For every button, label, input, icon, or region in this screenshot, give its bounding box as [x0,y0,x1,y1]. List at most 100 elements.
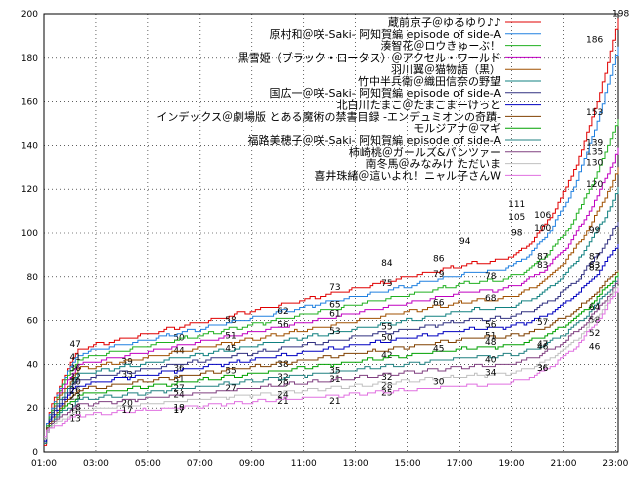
data-label: 35 [329,366,340,376]
data-label: 21 [329,397,340,407]
data-label: 29 [277,379,289,389]
legend-label: 蔵前京子＠ゆるゆり♪♪ [388,15,501,29]
series-line-5 [44,187,619,444]
data-label: 28 [381,382,393,392]
data-label: 106 [534,211,551,221]
x-tick-label: 01:00 [31,459,57,469]
data-label: 198 [612,9,629,19]
data-label: 46 [537,342,549,352]
legend-label: 北白川たまこ＠たまこまーけっと [337,98,501,112]
data-label: 40 [485,355,497,365]
data-label: 17 [121,406,132,416]
data-label: 32 [69,373,80,383]
x-tick-label: 03:00 [83,459,109,469]
data-label: 139 [586,139,603,149]
data-label: 32 [277,373,288,383]
series-line-10 [44,276,619,440]
series-line-0 [44,18,619,446]
data-label: 79 [433,270,445,280]
data-label: 56 [277,320,289,330]
data-label: 41 [69,353,80,363]
data-label: 36 [69,364,81,374]
data-label: 65 [329,301,340,311]
y-tick-label: 100 [21,229,38,239]
data-label: 68 [485,294,497,304]
data-label: 30 [69,377,81,387]
series-line-11 [44,279,619,440]
series-line-9 [44,272,619,440]
data-label: 100 [534,224,551,234]
data-label: 52 [589,329,600,339]
data-label: 30 [433,377,445,387]
data-label: 84 [381,259,393,269]
data-label: 45 [225,344,236,354]
y-tick-label: 20 [27,404,39,414]
legend-label: 福路美穂子＠咲-Saki- 阿知賀編 episode of side-A [248,133,502,147]
series-line-1 [44,46,619,444]
y-tick-label: 200 [21,10,38,20]
x-tick-label: 17:00 [447,459,473,469]
data-label: 32 [381,373,392,383]
data-label: 55 [381,323,392,333]
data-label: 75 [381,279,392,289]
x-tick-label: 19:00 [499,459,525,469]
data-label: 38 [277,360,289,370]
data-label: 27 [225,384,236,394]
data-label: 36 [537,364,549,374]
series-line-13 [44,287,619,438]
data-label: 26 [69,386,81,396]
y-tick-label: 140 [21,141,38,151]
data-label: 47 [537,340,548,350]
data-label: 135 [586,147,603,157]
data-label: 39 [121,358,133,368]
x-tick-label: 07:00 [187,459,213,469]
data-label: 98 [511,228,523,238]
legend-label: 柿崎桃＠ガールズ&パンツァー [349,145,501,159]
data-label: 57 [537,318,548,328]
data-label: 45 [433,344,444,354]
data-label: 58 [225,316,237,326]
legend-label: 原村和＠咲-Saki- 阿知賀編 episode of side-A [270,27,502,41]
data-label: 20 [121,399,133,409]
x-tick-label: 13:00 [343,459,369,469]
data-label: 46 [589,342,601,352]
data-label: 73 [329,283,340,293]
data-label: 48 [485,338,497,348]
data-label: 56 [485,320,497,330]
y-tick-label: 180 [21,54,38,64]
y-tick-label: 160 [21,98,38,108]
y-tick-label: 80 [27,273,39,283]
data-label: 186 [586,36,603,46]
data-label: 83 [589,261,600,271]
legend-label: モルジアナ＠マギ [413,122,501,135]
plot-frame [43,13,619,453]
data-label: 36 [173,364,185,374]
data-label: 17 [173,406,184,416]
data-label: 66 [433,298,445,308]
data-label: 23 [69,393,80,403]
x-tick-label: 05:00 [135,459,161,469]
data-label: 87 [589,252,600,262]
data-label: 120 [586,180,603,190]
data-label: 36 [537,364,549,374]
data-label: 34 [485,369,497,379]
data-label: 86 [433,255,445,265]
legend-label: インデックス＠劇場版 とある魔術の禁書目録 -エンデュミオンの奇蹟- [156,109,501,123]
data-label: 42 [381,351,392,361]
legend-label: 南冬馬＠みなみけ ただいま [366,157,502,171]
data-label: 24 [277,390,289,400]
data-label: 13 [69,415,80,425]
data-label: 87 [537,252,548,262]
data-label: 105 [508,213,525,223]
legend-label: 国広一＠咲-Saki- 阿知賀編 episode of side-A [270,86,502,100]
x-tick-label: 21:00 [550,459,576,469]
x-tick-label: 09:00 [239,459,265,469]
x-tick-label: 15:00 [395,459,421,469]
data-label: 82 [589,263,600,273]
data-label: 17 [173,406,184,416]
data-label: 47 [69,340,80,350]
data-label: 21 [277,397,288,407]
series-line-8 [44,270,619,440]
data-label: 51 [485,331,496,341]
